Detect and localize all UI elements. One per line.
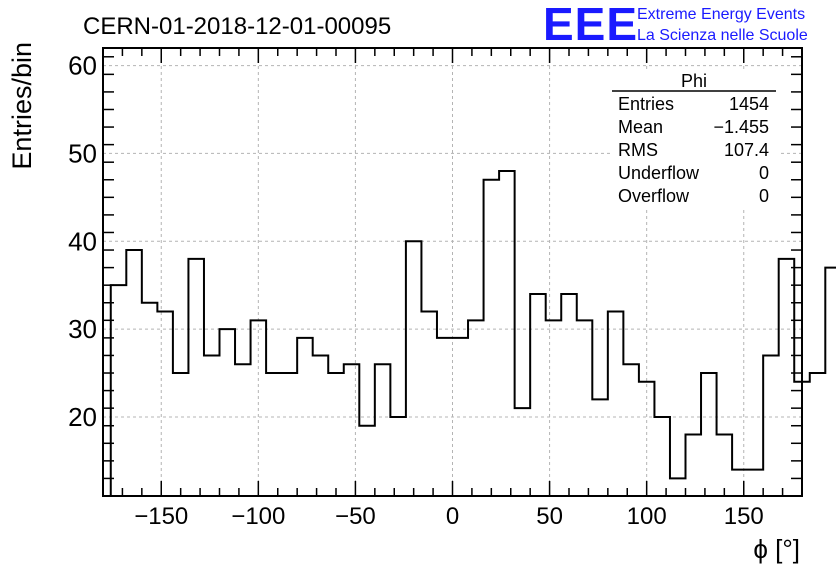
histogram-bin [717, 435, 733, 496]
histogram-bin [282, 373, 298, 496]
histogram-bin [546, 320, 562, 496]
histogram-bin [328, 373, 344, 496]
x-tick-labels: −150 −100 −50 0 50 100 150 [134, 503, 764, 530]
stats-box-background [610, 70, 778, 210]
axes [102, 47, 803, 497]
eee-logo: EEE Extreme Energy Events La Scienza nel… [543, 0, 808, 50]
histogram-bin [654, 417, 670, 496]
stats-label: Mean [618, 117, 663, 137]
histogram-outline [109, 169, 836, 496]
stats-rows: Entries 1454 Mean −1.455 RMS 107.4 Underflow 0 O… [618, 94, 769, 206]
histogram-bin [390, 417, 406, 496]
histogram-bin [468, 320, 484, 496]
y-tick-label: 40 [68, 226, 97, 256]
x-tick-label: 50 [536, 503, 563, 530]
histogram-bin [406, 241, 422, 496]
histogram-bin [810, 373, 826, 496]
histogram-bin [204, 355, 220, 496]
histogram-bin [142, 303, 158, 496]
histogram-bin [344, 364, 360, 496]
histogram-bin [359, 426, 375, 496]
stats-box: Phi Entries 1454 Mean −1.455 RMS 107.4 Underfl… [610, 70, 778, 210]
x-tick-label: 0 [446, 503, 459, 530]
stats-label: Entries [618, 94, 674, 114]
histogram-bin [623, 364, 639, 496]
histogram-bin [686, 435, 702, 496]
stats-label: RMS [618, 140, 658, 160]
histogram-bin [530, 294, 546, 496]
y-tick-label: 20 [68, 402, 97, 432]
stats-value: 1454 [729, 94, 769, 114]
histogram-bin [825, 268, 836, 496]
x-tick-label: −100 [231, 503, 285, 530]
histogram-bin [297, 338, 313, 496]
x-axis-label: ϕ [°] [753, 534, 800, 564]
histogram-bin [748, 470, 764, 496]
eee-logo-mark: EEE [543, 0, 638, 50]
histogram-bin [484, 180, 500, 496]
y-tick-labels: 20 30 40 50 60 [68, 51, 97, 432]
histogram-bin [592, 399, 608, 496]
histogram-bin [313, 355, 329, 496]
histogram-bin [499, 171, 515, 496]
y-axis-label: Entries/bin [7, 42, 37, 170]
histogram-bin [577, 320, 593, 496]
y-tick-label: 50 [68, 138, 97, 168]
stats-label: Overflow [618, 186, 690, 206]
histogram-bin [235, 364, 251, 496]
y-tick-label: 60 [68, 51, 97, 81]
x-tick-label: 100 [627, 503, 667, 530]
histogram-bin [670, 478, 686, 496]
histogram-bin [515, 408, 531, 496]
histogram-bin [173, 373, 189, 496]
y-tick-label: 30 [68, 314, 97, 344]
x-tick-label: 150 [724, 503, 764, 530]
histogram-bin [188, 259, 204, 496]
histogram-bin [701, 373, 717, 496]
stats-title: Phi [681, 71, 707, 91]
stats-value: 0 [759, 186, 769, 206]
stats-value: −1.455 [713, 117, 769, 137]
stats-label: Underflow [618, 163, 700, 183]
histogram-bin [126, 250, 142, 496]
eee-logo-line1: Extreme Energy Events [637, 6, 805, 23]
stats-value: 0 [759, 163, 769, 183]
x-tick-label: −50 [335, 503, 376, 530]
histogram-bin [763, 355, 779, 496]
eee-logo-line2: La Scienza nelle Scuole [637, 27, 808, 44]
histogram-bin [732, 470, 748, 496]
x-tick-label: −150 [134, 503, 188, 530]
histogram-bin [375, 364, 391, 496]
chart-title: CERN-01-2018-12-01-00095 [83, 13, 391, 40]
histogram-bin [266, 373, 282, 496]
histogram-bin [421, 312, 437, 496]
histogram-bin [157, 312, 173, 496]
histogram-bin [220, 329, 236, 496]
stats-value: 107.4 [724, 140, 769, 160]
histogram-bin [561, 294, 577, 496]
histogram-bin [608, 312, 624, 496]
